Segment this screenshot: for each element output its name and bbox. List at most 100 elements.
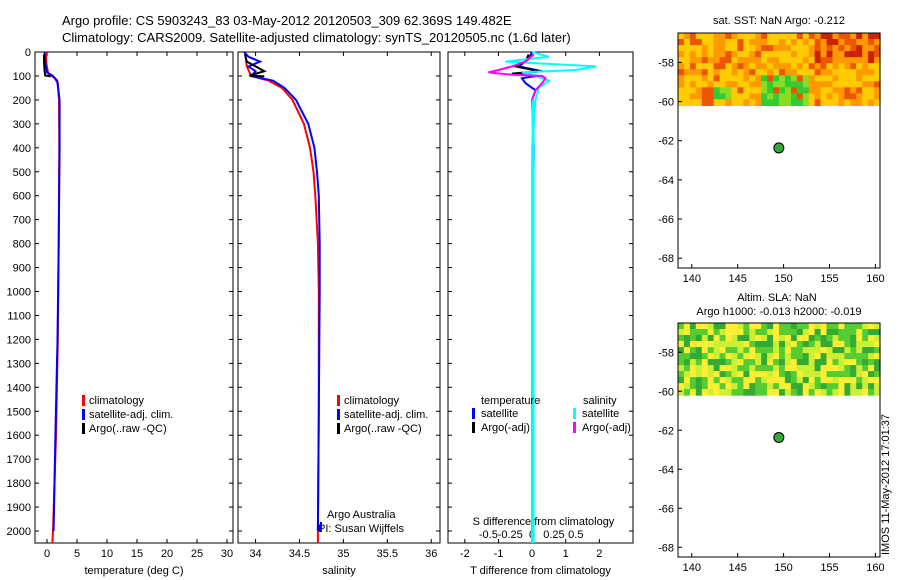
sst-grid-cell: [713, 87, 721, 94]
sst-grid-cell: [773, 75, 780, 82]
temperature-xtick-label: 15: [131, 548, 143, 560]
sla-grid-cell: [868, 329, 875, 336]
sst-grid-cell: [701, 63, 709, 70]
sla-grid-cell: [743, 347, 750, 354]
sla-grid-cell: [678, 359, 685, 366]
sst-grid-cell: [749, 93, 756, 100]
sst-grid-cell: [767, 99, 774, 106]
sst-grid-cell: [701, 93, 709, 100]
sla-grid-cell: [826, 359, 833, 366]
sst-grid-cell: [695, 75, 703, 82]
sla-grid-cell: [826, 383, 833, 390]
sst-grid-cell: [743, 99, 750, 106]
sst-grid-cell: [790, 33, 798, 40]
sla-grid-cell: [826, 341, 833, 348]
sst-grid-cell: [796, 39, 804, 46]
sst-grid-cell: [719, 93, 727, 100]
temperature-ytick-label: 100: [13, 71, 31, 83]
sst-grid-cell: [850, 63, 857, 70]
temperature-frame: [34, 51, 234, 544]
sla-grid-cell: [755, 347, 762, 354]
sst-grid-cell: [856, 93, 863, 100]
sst-grid-cell: [767, 33, 774, 40]
sst-xtick-label: 140: [683, 273, 701, 285]
sla-subtitle: Argo h1000: -0.013 h2000: -0.019: [696, 306, 861, 318]
sst-grid-cell: [838, 63, 845, 70]
sst-grid-cell: [844, 87, 851, 94]
sla-grid-cell: [689, 347, 697, 354]
sst-grid-cell: [678, 39, 685, 46]
sla-grid-cell: [737, 341, 744, 348]
sla-grid-cell: [856, 329, 863, 336]
sst-grid-cell: [731, 63, 738, 70]
sst-grid-cell: [874, 63, 881, 70]
sst-grid-cell: [767, 69, 774, 76]
sla-grid-cell: [773, 383, 780, 390]
sla-grid-cell: [808, 359, 816, 366]
sla-grid-cell: [814, 353, 822, 360]
sla-grid-cell: [713, 323, 721, 330]
sla-grid-cell: [838, 347, 845, 354]
sst-grid-cell: [802, 99, 810, 106]
sla-grid-cell: [868, 377, 875, 384]
sla-grid-cell: [731, 359, 738, 366]
sla-grid-cell: [802, 383, 810, 390]
sst-grid-cell: [820, 69, 828, 76]
sst-grid-cell: [844, 69, 851, 76]
sst-grid-cell: [683, 39, 691, 46]
sla-title: Altim. SLA: NaN: [737, 292, 817, 304]
sst-grid-cell: [707, 39, 715, 46]
sst-grid-cell: [707, 57, 715, 64]
sla-grid-cell: [874, 335, 881, 342]
sla-grid-cell: [707, 377, 715, 384]
sst-grid-cell: [678, 75, 685, 82]
sla-grid-cell: [761, 371, 768, 378]
sst-grid-cell: [832, 45, 839, 52]
sst-grid-cell: [802, 63, 810, 70]
sst-grid-cell: [773, 39, 780, 46]
sst-grid-cell: [868, 81, 875, 88]
sst-grid-cell: [773, 45, 780, 52]
sla-grid-cell: [773, 329, 780, 336]
sst-grid-cell: [790, 69, 798, 76]
sla-grid-cell: [814, 359, 822, 366]
sst-grid-cell: [719, 51, 727, 58]
sst-grid-cell: [862, 57, 869, 64]
sla-grid-cell: [790, 323, 798, 330]
salinity-xtick-label: 34: [249, 548, 261, 560]
sla-grid-cell: [773, 389, 780, 396]
sla-grid-cell: [820, 389, 828, 396]
sla-grid-cell: [796, 347, 804, 354]
sst-grid-cell: [773, 99, 780, 106]
sst-grid-cell: [773, 69, 780, 76]
sla-grid-cell: [856, 365, 863, 372]
sla-grid-cell: [683, 335, 691, 342]
sla-grid-cell: [838, 365, 845, 372]
sst-grid-cell: [802, 45, 810, 52]
sla-grid-cell: [790, 365, 798, 372]
temperature-ytick-label: 1000: [7, 287, 31, 299]
sla-grid-cell: [743, 341, 750, 348]
sla-grid-cell: [808, 341, 816, 348]
sst-grid-cell: [761, 69, 768, 76]
sst-grid-cell: [755, 33, 762, 40]
sst-ytick-label: -68: [658, 253, 674, 265]
temperature-ytick-label: 1200: [7, 334, 31, 346]
sla-grid-cell: [678, 341, 685, 348]
sst-grid-cell: [773, 81, 780, 88]
sla-grid-cell: [767, 389, 774, 396]
sst-grid-cell: [856, 75, 863, 82]
sst-grid-cell: [784, 93, 792, 100]
sla-grid-cell: [755, 335, 762, 342]
sla-grid-cell: [678, 389, 685, 396]
sla-grid-cell: [713, 383, 721, 390]
difference-legend-label: satellite: [582, 408, 619, 420]
sst-grid-cell: [695, 69, 703, 76]
salinity-note-line-1: Argo Australia: [327, 509, 396, 521]
sst-grid-cell: [761, 45, 768, 52]
sst-grid-cell: [802, 57, 810, 64]
temperature-ytick-label: 1100: [7, 310, 31, 322]
sla-grid-cell: [749, 353, 756, 360]
sst-grid-cell: [719, 45, 727, 52]
sst-grid-cell: [743, 45, 750, 52]
